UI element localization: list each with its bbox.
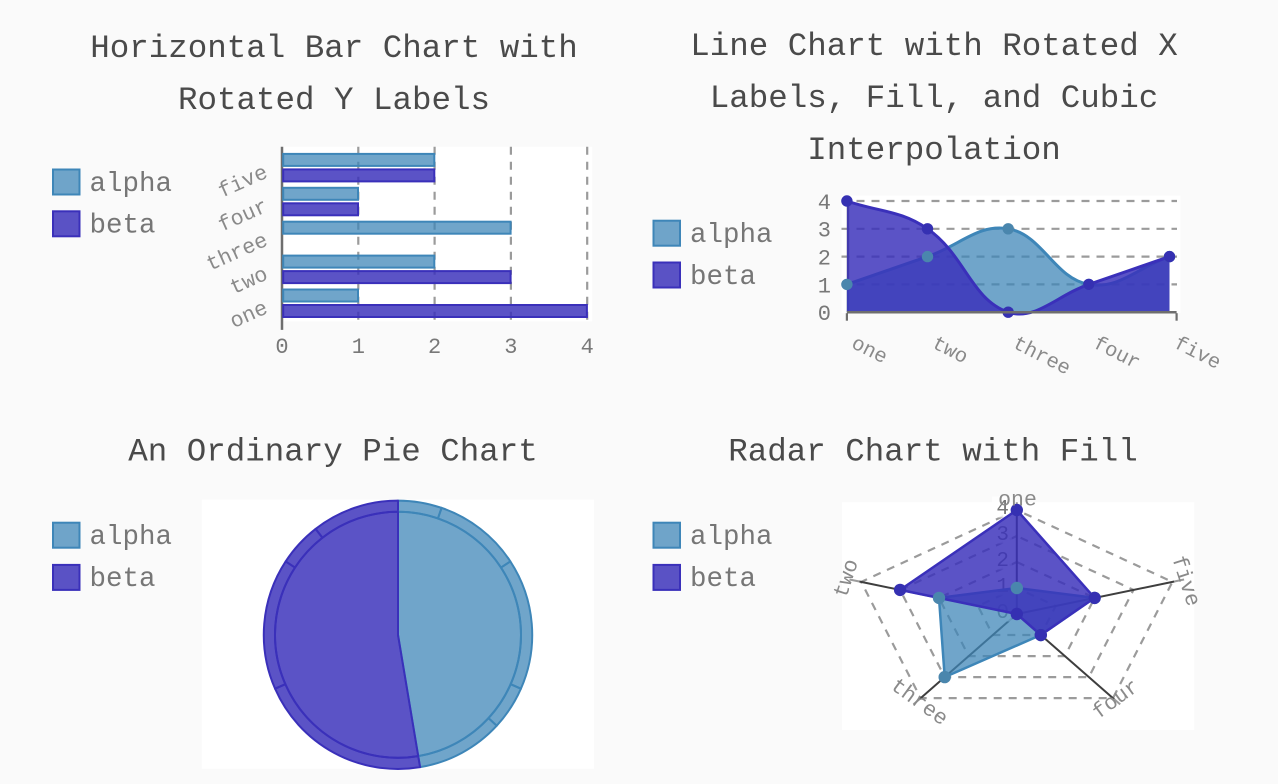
svg-text:Radar Chart with Fill: Radar Chart with Fill	[728, 434, 1138, 471]
svg-text:beta: beta	[690, 564, 756, 595]
svg-text:two: two	[928, 333, 971, 370]
svg-text:beta: beta	[690, 262, 756, 293]
svg-text:alpha: alpha	[90, 169, 173, 200]
svg-text:five: five	[215, 161, 272, 204]
svg-text:beta: beta	[90, 564, 156, 595]
svg-text:one: one	[847, 333, 890, 370]
svg-text:Labels, Fill, and Cubic: Labels, Fill, and Cubic	[710, 80, 1159, 117]
svg-text:2: 2	[428, 335, 441, 360]
svg-text:0: 0	[818, 302, 831, 327]
svg-text:Rotated Y Labels: Rotated Y Labels	[178, 82, 490, 119]
svg-text:two: two	[227, 263, 272, 301]
svg-text:four: four	[1089, 333, 1143, 376]
svg-text:five: five	[1170, 333, 1224, 376]
svg-text:one: one	[227, 297, 272, 335]
svg-text:three: three	[1009, 333, 1074, 381]
svg-text:alpha: alpha	[690, 220, 773, 251]
svg-text:An Ordinary Pie Chart: An Ordinary Pie Chart	[128, 434, 538, 471]
svg-text:4: 4	[581, 335, 594, 360]
svg-text:one: one	[998, 489, 1037, 513]
svg-text:0: 0	[275, 335, 288, 360]
svg-text:3: 3	[818, 219, 831, 244]
svg-text:Line Chart with Rotated X: Line Chart with Rotated X	[690, 28, 1178, 65]
svg-text:Horizontal Bar Chart with: Horizontal Bar Chart with	[90, 30, 578, 67]
svg-text:beta: beta	[90, 211, 156, 242]
svg-text:alpha: alpha	[690, 522, 773, 553]
svg-text:4: 4	[996, 498, 1009, 521]
svg-text:3: 3	[504, 335, 517, 360]
svg-text:2: 2	[818, 247, 831, 272]
svg-text:4: 4	[818, 191, 831, 216]
svg-text:1: 1	[352, 335, 365, 360]
svg-text:alpha: alpha	[90, 522, 173, 553]
svg-text:1: 1	[818, 274, 831, 299]
svg-text:Interpolation: Interpolation	[807, 132, 1061, 169]
